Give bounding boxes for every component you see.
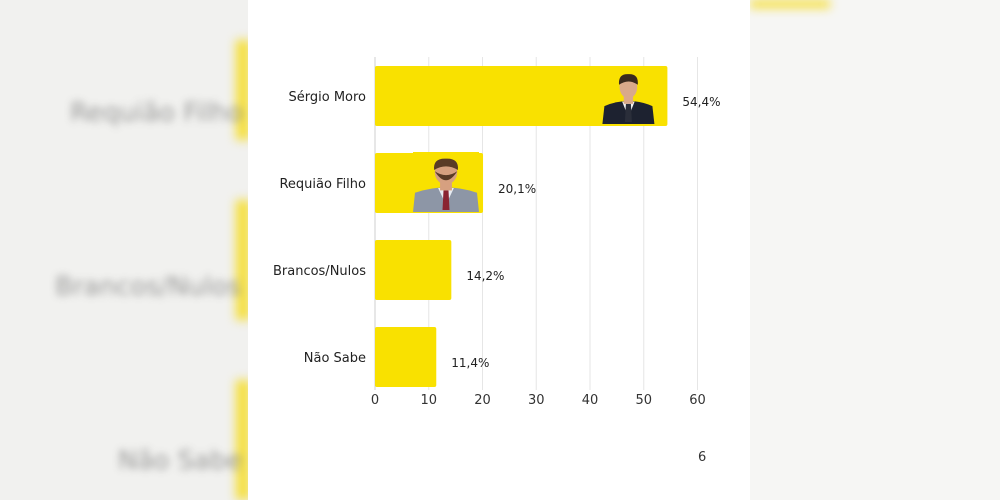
chart-card: Sérgio Moro Requião Filho Brancos/Nulos Não… bbox=[248, 0, 750, 500]
x-tick-label: 60 bbox=[689, 393, 706, 408]
x-tick-label: 10 bbox=[420, 393, 437, 408]
x-tick-label: 30 bbox=[528, 393, 545, 408]
value-label: 14,2% bbox=[466, 269, 504, 283]
blurred-bar-edge bbox=[750, 0, 830, 8]
bar-chart: Sérgio Moro Requião Filho Brancos/Nulos Não… bbox=[273, 57, 721, 408]
category-label: Sérgio Moro bbox=[289, 90, 367, 105]
blurred-bar-edge bbox=[236, 40, 250, 140]
blurred-label: Não Sabe bbox=[118, 446, 243, 476]
blurred-bar-edge bbox=[236, 200, 250, 320]
value-labels: 54,4% 20,1% 14,2% 11,4% bbox=[451, 95, 720, 370]
category-label: Requião Filho bbox=[279, 177, 366, 192]
page-number: 6 bbox=[698, 450, 707, 465]
bar bbox=[375, 66, 668, 126]
blurred-label: Brancos/Nulos bbox=[55, 272, 242, 302]
x-tick-label: 20 bbox=[474, 393, 491, 408]
category-label: Brancos/Nulos bbox=[273, 264, 366, 279]
x-tick-label: 0 bbox=[371, 393, 379, 408]
x-tick-label: 40 bbox=[582, 393, 599, 408]
portraits bbox=[413, 68, 655, 212]
category-label: Não Sabe bbox=[304, 351, 366, 366]
blurred-background-right bbox=[750, 0, 1000, 500]
portrait-sergio-moro bbox=[602, 68, 655, 124]
bar bbox=[375, 240, 452, 300]
x-tick-label: 50 bbox=[635, 393, 652, 408]
category-labels: Sérgio Moro Requião Filho Brancos/Nulos Não… bbox=[273, 90, 366, 366]
value-label: 11,4% bbox=[451, 356, 489, 370]
portrait-requiao-filho bbox=[413, 152, 479, 212]
blurred-background-left: Requião Filho Brancos/Nulos Não Sabe bbox=[0, 0, 250, 500]
value-label: 54,4% bbox=[682, 95, 720, 109]
blurred-bar-edge bbox=[236, 380, 250, 500]
blurred-label: Requião Filho bbox=[70, 98, 244, 128]
value-label: 20,1% bbox=[498, 182, 536, 196]
x-tick-labels: 0 10 20 30 40 50 60 bbox=[371, 393, 706, 408]
bar bbox=[375, 327, 437, 387]
